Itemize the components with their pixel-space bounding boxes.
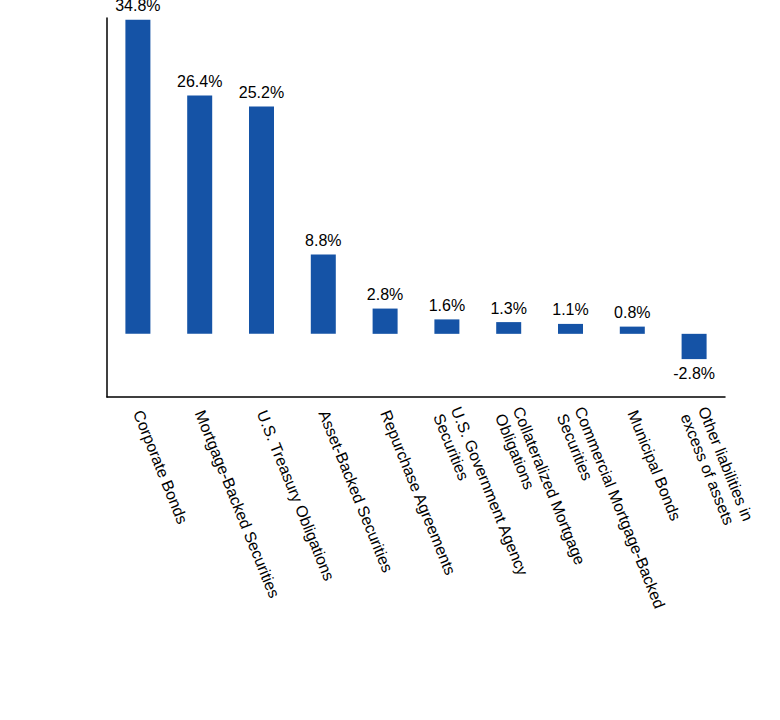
svg-text:8.8%: 8.8% [305,232,341,249]
svg-text:Mortgage-Backed Securities: Mortgage-Backed Securities [191,407,283,601]
svg-text:Repurchase Agreements: Repurchase Agreements [377,407,459,578]
svg-text:-2.8%: -2.8% [673,365,715,382]
svg-text:34.8%: 34.8% [115,0,160,14]
svg-text:1.1%: 1.1% [552,301,588,318]
svg-text:excess of assets: excess of assets [677,411,737,527]
svg-text:1.3%: 1.3% [490,300,526,317]
svg-text:Securities: Securities [430,411,472,482]
svg-text:U.S. Government Agency: U.S. Government Agency [447,404,532,578]
svg-text:Asset-Backed Securities: Asset-Backed Securities [315,408,396,575]
svg-text:Corporate Bonds: Corporate Bonds [130,408,191,526]
svg-text:Collateralized Mortgage: Collateralized Mortgage [509,404,589,568]
svg-text:1.6%: 1.6% [429,297,465,314]
svg-text:2.8%: 2.8% [367,286,403,303]
svg-text:Other liabilities in: Other liabilities in [695,404,757,524]
svg-text:U.S. Treasury Obligations: U.S. Treasury Obligations [253,407,338,583]
svg-text:Securities: Securities [554,411,596,482]
svg-text:0.8%: 0.8% [614,304,650,321]
svg-text:Obligations: Obligations [492,411,538,492]
svg-text:25.2%: 25.2% [239,84,284,101]
svg-text:Municipal Bonds: Municipal Bonds [624,408,684,523]
svg-text:26.4%: 26.4% [177,73,222,90]
svg-text:Commercial Mortgage-Backed: Commercial Mortgage-Backed [571,404,668,610]
